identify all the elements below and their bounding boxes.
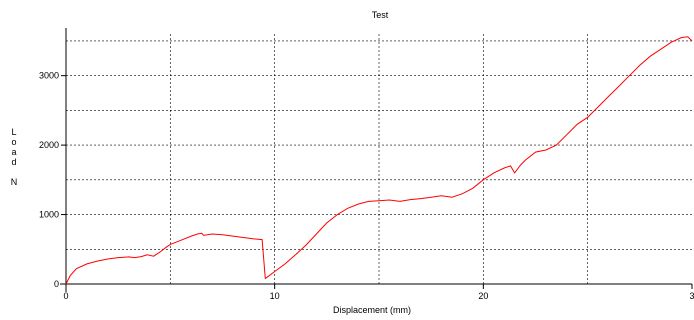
y-axis-label-char: L: [11, 127, 16, 137]
x-tick-label: 0: [63, 291, 68, 301]
y-tick-label: 1000: [39, 210, 59, 220]
y-axis-label-char: a: [11, 147, 16, 157]
x-axis-label: Displacement (mm): [333, 305, 411, 315]
y-axis-label-char: o: [11, 137, 16, 147]
grid-lines: [66, 34, 692, 284]
y-axis-label-char: N: [11, 177, 18, 187]
y-tick-label: 3000: [39, 71, 59, 81]
x-tick-label: 20: [478, 291, 488, 301]
y-axis-label-char: d: [11, 157, 16, 167]
x-axis-ticks: 0 10 20 3: [63, 284, 694, 301]
y-axis-ticks: 0 1000 2000 3000: [39, 71, 66, 289]
axes: [60, 28, 692, 292]
y-tick-label: 2000: [39, 140, 59, 150]
x-tick-label: 3: [689, 291, 694, 301]
x-tick-label: 10: [270, 291, 280, 301]
y-tick-label: 0: [54, 279, 59, 289]
chart-title: Test: [372, 10, 389, 20]
series-line: [65, 36, 693, 285]
series-group: [65, 36, 693, 285]
